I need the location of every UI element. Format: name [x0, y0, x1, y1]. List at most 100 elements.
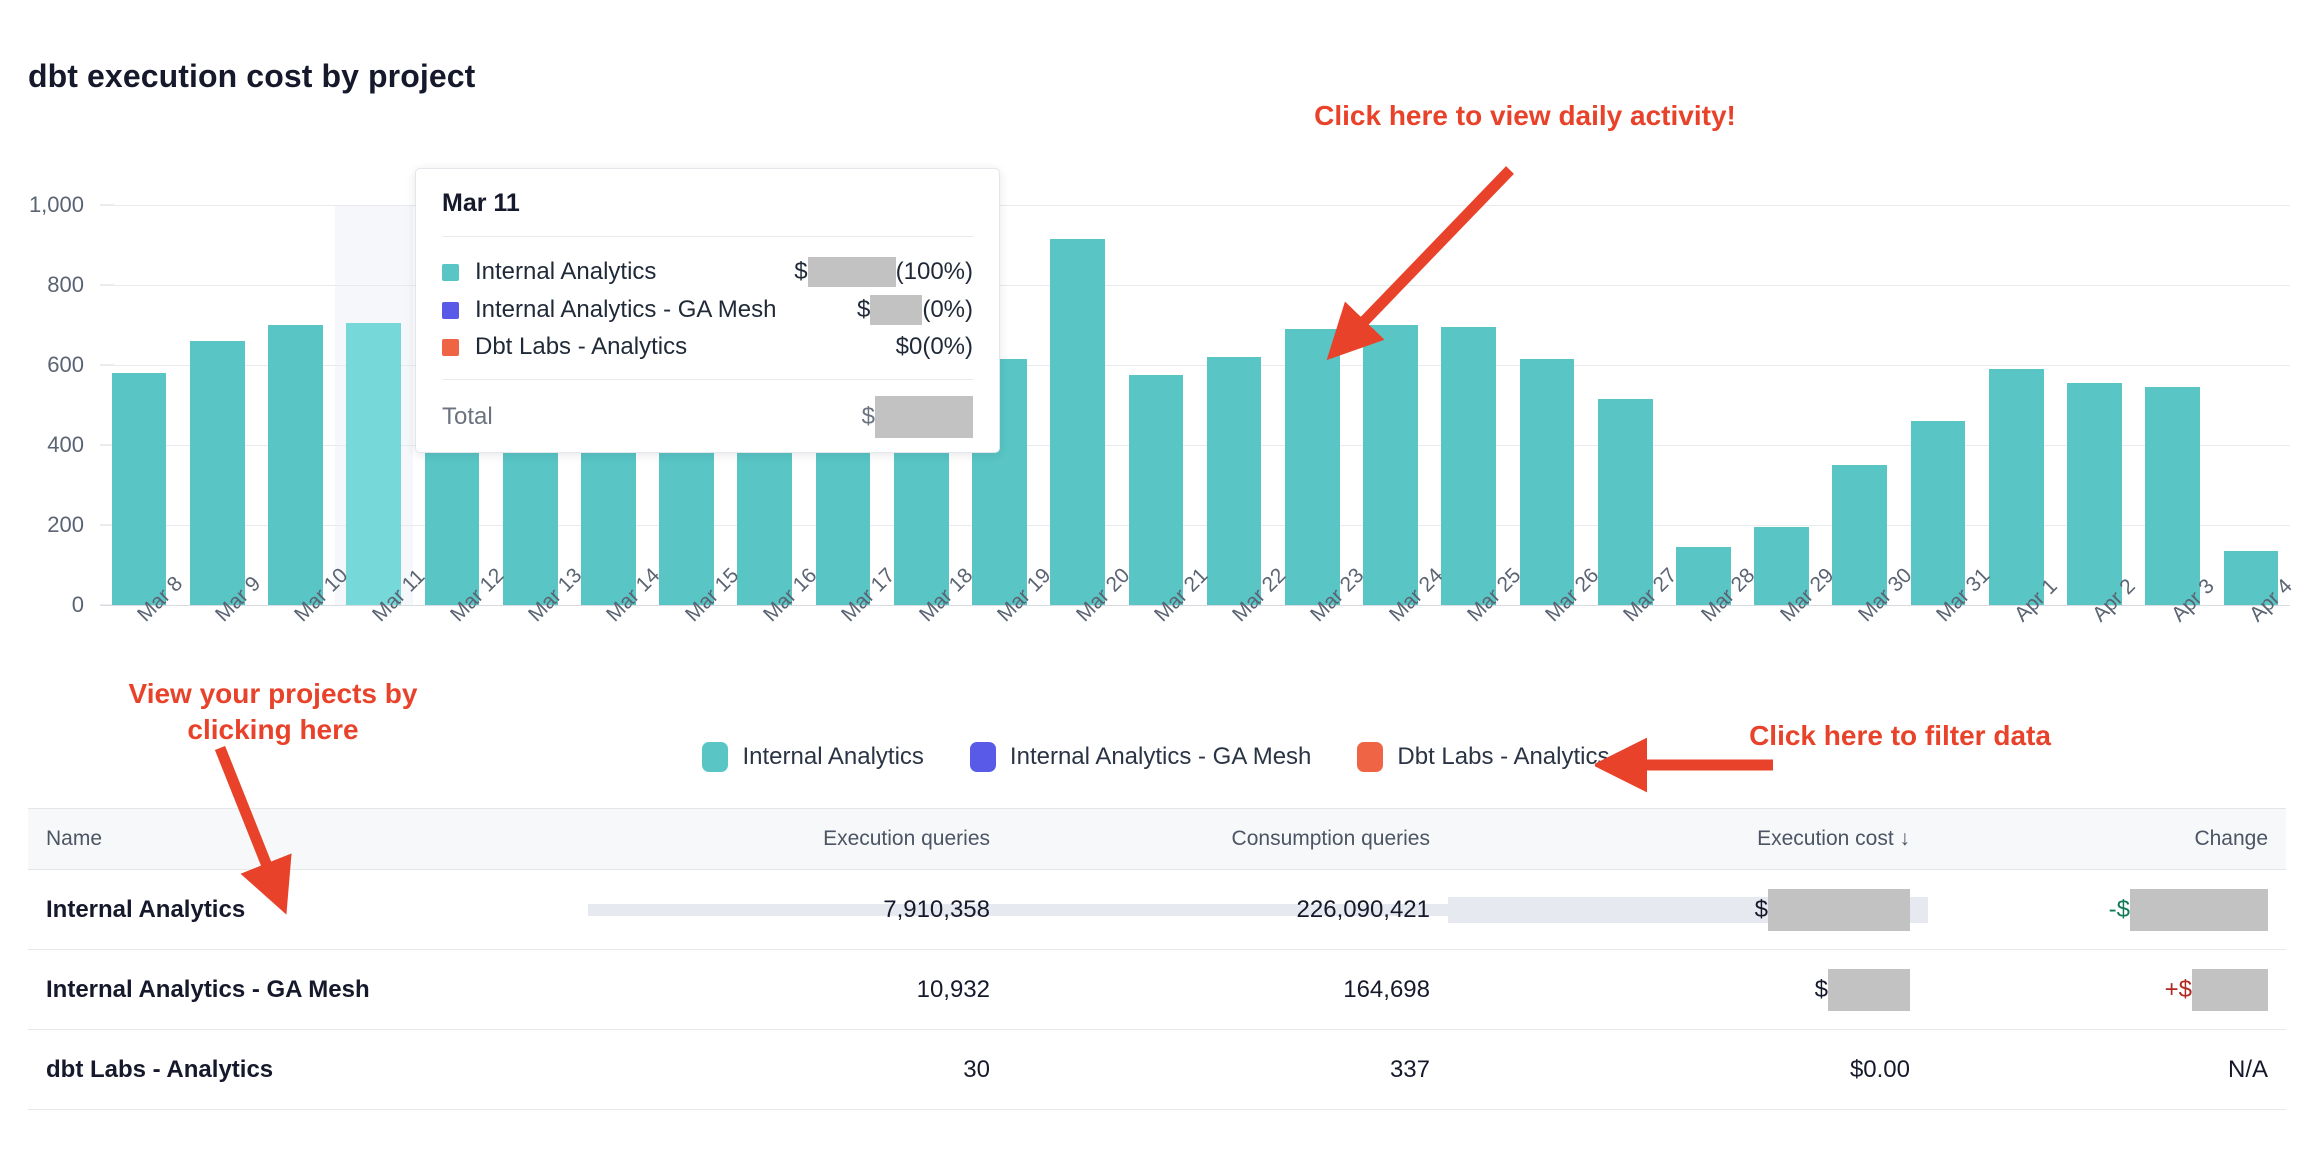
column-header-consumption-queries[interactable]: Consumption queries [1231, 827, 1430, 850]
cell-value: 30 [963, 1055, 990, 1083]
change-sign: -$ [2108, 895, 2130, 923]
table-row[interactable]: Internal Analytics - GA Mesh 10,932 164,69… [28, 950, 2286, 1030]
chart-bar[interactable] [268, 325, 323, 605]
legend-item-label: Internal Analytics - GA Mesh [1009, 743, 1312, 770]
cell-execution-cost: $ [1448, 968, 1928, 1011]
column-header-execution-cost[interactable]: Execution cost ↓ [1448, 827, 1928, 851]
table-body: Internal Analytics 7,910,358 226,090,421 $ -… [28, 870, 2286, 1110]
cell-value: N/A [2227, 1055, 2268, 1083]
legend-item[interactable]: Dbt Labs - Analytics [1357, 742, 1610, 772]
tooltip-divider-top [442, 236, 973, 237]
bar-chart[interactable]: 0 200 400 600 800 1,000 [0, 192, 2312, 617]
tooltip-date: Mar 11 [442, 189, 520, 217]
cell-project-name[interactable]: Internal Analytics [46, 895, 246, 923]
legend-item[interactable]: Internal Analytics [702, 742, 924, 772]
chart-bar[interactable] [1050, 239, 1106, 605]
chart-y-axis: 0 200 400 600 800 1,000 [0, 192, 114, 617]
series-color-swatch [442, 263, 459, 281]
chart-bar[interactable] [1284, 329, 1340, 605]
redacted-value [2192, 968, 2268, 1011]
cell-value: -$ [1946, 888, 2268, 931]
cell-value: $0.00 [1849, 1055, 1910, 1083]
chart-bar[interactable] [2067, 383, 2122, 605]
cell-consumption-queries: 337 [1008, 1056, 1448, 1084]
annotation-view-projects: View your projects by clicking here [128, 678, 418, 745]
redacted-value [1828, 968, 1910, 1011]
tooltip-total-label: Total [442, 403, 493, 430]
chart-gridline [100, 445, 2290, 446]
cell-project-name[interactable]: dbt Labs - Analytics [46, 1055, 274, 1083]
chart-bar[interactable] [111, 373, 167, 605]
chart-bar[interactable] [1128, 375, 1184, 605]
chart-bar[interactable] [2145, 387, 2201, 605]
cell-execution-queries: 10,932 [588, 976, 1008, 1004]
legend-item-label: Internal Analytics [742, 743, 924, 770]
cell-bar-fill [1008, 903, 1448, 916]
table-row[interactable]: dbt Labs - Analytics 30 337 $0.00 N/A [28, 1030, 2286, 1110]
tooltip-series-percent: (100%) [895, 258, 973, 285]
legend-item[interactable]: Internal Analytics - GA Mesh [969, 742, 1312, 772]
cell-value: 164,698 [1343, 975, 1430, 1003]
chart-gridline [100, 205, 2290, 206]
chart-bar[interactable] [1441, 327, 1497, 605]
annotation-daily-activity: Click here to view daily activity! [1314, 100, 1736, 131]
chart-bar[interactable] [1206, 357, 1262, 605]
redacted-value [870, 295, 923, 325]
cell-execution-cost: $0.00 [1448, 1056, 1928, 1084]
chart-bar[interactable] [1363, 325, 1418, 605]
cell-project-name[interactable]: Internal Analytics - GA Mesh [46, 975, 370, 1003]
chart-bar[interactable] [189, 341, 245, 605]
chart-legend[interactable]: Internal Analytics Internal Analytics - G… [0, 742, 2312, 772]
cell-bar-fill [588, 903, 1008, 916]
chart-bar[interactable] [1519, 359, 1575, 605]
tooltip-series-percent: (0%) [922, 296, 973, 323]
tooltip-series-list: Internal Analytics $ (100%) Internal Analy… [442, 253, 973, 365]
legend-color-swatch [1357, 742, 1384, 772]
y-axis-tick-label: 200 [47, 512, 84, 537]
cell-value: 226,090,421 [1296, 895, 1430, 923]
chart-bar[interactable] [1988, 369, 2044, 605]
cell-change: N/A [1928, 1056, 2286, 1084]
chart-bar[interactable] [1676, 547, 1731, 605]
cell-execution-cost: $ [1448, 888, 1928, 931]
chart-bar[interactable] [1754, 527, 1809, 605]
y-axis-tick-label: 800 [47, 272, 84, 297]
x-axis-baseline [100, 605, 2290, 606]
tooltip-series-label: Internal Analytics [475, 258, 657, 285]
column-header-execution-queries[interactable]: Execution queries [823, 827, 990, 850]
cell-change: -$ [1928, 888, 2286, 931]
tooltip-series-row: Dbt Labs - Analytics $0 (0%) [442, 329, 973, 365]
chart-bars[interactable] [100, 205, 2290, 605]
cell-value: +$ [1946, 968, 2268, 1011]
cell-change: +$ [1928, 968, 2286, 1011]
chart-bar[interactable] [1910, 421, 1966, 605]
chart-bar[interactable] [346, 323, 402, 605]
currency-symbol: $ [856, 296, 871, 323]
chart-gridline [100, 365, 2290, 366]
chart-tooltip: Mar 11 Internal Analytics $ (100%) Interna… [415, 168, 1000, 453]
page-title: dbt execution cost by project [28, 58, 476, 94]
cell-value: $ [1466, 888, 1910, 931]
tooltip-series-row: Internal Analytics - GA Mesh $ (0%) [442, 291, 973, 329]
table-row[interactable]: Internal Analytics 7,910,358 226,090,421 $ -… [28, 870, 2286, 950]
legend-color-swatch [969, 742, 996, 772]
redacted-value [807, 257, 896, 287]
cell-value: $ [1466, 968, 1910, 1011]
series-color-swatch [442, 301, 459, 319]
chart-bar[interactable] [2223, 551, 2279, 605]
chart-plot-area[interactable] [100, 205, 2290, 606]
cell-consumption-queries: 226,090,421 [1008, 896, 1448, 924]
tooltip-series-label: Dbt Labs - Analytics [475, 333, 688, 360]
redacted-value [1768, 888, 1910, 931]
table-header-row: Name Execution queries Consumption queri… [28, 808, 2286, 870]
column-header-change[interactable]: Change [2194, 827, 2268, 850]
tooltip-series-row: Internal Analytics $ (100%) [442, 253, 973, 291]
chart-bar[interactable] [1832, 465, 1888, 605]
currency-symbol: $ [895, 333, 909, 360]
column-header-name[interactable]: Name [46, 827, 103, 850]
column-header-execution-cost-label: Execution cost [1757, 827, 1894, 850]
chart-bar[interactable] [1597, 399, 1653, 605]
redacted-value [2130, 888, 2268, 931]
currency-symbol: $ [1814, 975, 1828, 1003]
chart-gridline [100, 285, 2290, 286]
